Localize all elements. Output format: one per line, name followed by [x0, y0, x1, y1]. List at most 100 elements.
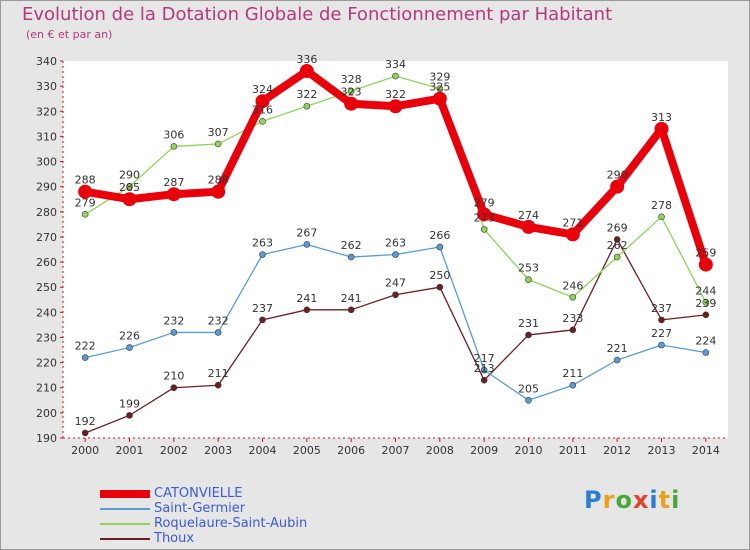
- data-label: 307: [208, 126, 229, 139]
- data-label: 323: [341, 86, 362, 99]
- data-point: [303, 241, 311, 248]
- data-label: 246: [562, 279, 583, 292]
- data-point: [78, 184, 93, 199]
- data-point: [613, 236, 621, 243]
- data-point: [436, 243, 444, 251]
- data-label: 290: [607, 169, 628, 182]
- data-point: [698, 257, 713, 272]
- data-label: 259: [695, 247, 716, 260]
- x-tick-label: 2005: [293, 444, 321, 457]
- data-point: [702, 298, 710, 306]
- x-tick-label: 2006: [337, 444, 365, 457]
- y-tick-label: 200: [36, 407, 57, 420]
- data-label: 322: [385, 88, 406, 101]
- data-label: 267: [296, 226, 317, 239]
- legend-swatch: [100, 537, 150, 540]
- data-point: [347, 306, 355, 314]
- data-label: 250: [429, 269, 450, 282]
- data-label: 262: [341, 239, 362, 252]
- data-label: 222: [75, 340, 96, 353]
- data-label: 306: [163, 128, 184, 141]
- logo-letter: x: [632, 486, 650, 514]
- data-point: [392, 291, 399, 299]
- data-point: [613, 356, 621, 364]
- data-label: 233: [562, 312, 583, 325]
- y-tick-label: 240: [36, 306, 57, 319]
- data-label: 278: [651, 199, 672, 212]
- data-label: 237: [252, 302, 273, 315]
- data-point: [569, 293, 577, 301]
- logo-letter: i: [671, 486, 681, 514]
- data-point: [388, 99, 403, 114]
- data-point: [436, 283, 444, 291]
- data-label: 232: [163, 314, 184, 327]
- x-tick-label: 2013: [648, 444, 676, 457]
- data-label: 316: [252, 103, 273, 116]
- data-label: 279: [75, 196, 96, 209]
- data-point: [126, 183, 133, 190]
- data-label: 269: [607, 221, 628, 234]
- legend-item: Roquelaure-Saint-Aubin: [100, 516, 400, 531]
- proxiti-logo: Proxiti: [584, 486, 680, 514]
- data-point: [81, 354, 89, 361]
- legend-label: Roquelaure-Saint-Aubin: [154, 516, 308, 531]
- data-label: 232: [208, 314, 229, 327]
- data-point: [477, 207, 492, 222]
- data-point: [255, 94, 270, 109]
- legend-label: Saint-Germier: [154, 501, 246, 516]
- data-label: 266: [429, 229, 450, 242]
- data-label: 287: [163, 176, 184, 189]
- data-point: [126, 344, 133, 351]
- data-label: 239: [695, 297, 716, 310]
- chart-title: Evolution de la Dotation Globale de Fonc…: [22, 4, 613, 25]
- data-point: [521, 219, 536, 234]
- data-label: 192: [75, 415, 96, 428]
- x-tick-label: 2009: [470, 444, 498, 457]
- x-tick-label: 2000: [71, 444, 99, 457]
- data-point: [344, 96, 359, 111]
- legend-item: Thoux: [100, 531, 400, 546]
- data-label: 285: [119, 181, 140, 194]
- data-point: [303, 102, 311, 110]
- data-point: [214, 329, 222, 336]
- data-label: 263: [252, 237, 273, 250]
- data-label: 224: [695, 335, 716, 348]
- logo-letter: P: [584, 486, 603, 514]
- data-label: 290: [119, 169, 140, 182]
- data-label: 241: [341, 292, 362, 305]
- y-tick-label: 310: [36, 130, 57, 143]
- x-tick-label: 2001: [116, 444, 144, 457]
- y-tick-label: 340: [36, 55, 57, 68]
- data-point: [480, 226, 488, 233]
- data-point: [569, 381, 577, 389]
- data-point: [259, 316, 266, 324]
- data-label: 313: [651, 111, 672, 124]
- logo-letter: r: [602, 486, 616, 514]
- x-tick-label: 2002: [160, 444, 188, 457]
- y-tick-label: 210: [36, 382, 57, 395]
- data-point: [126, 412, 133, 419]
- data-label: 244: [695, 284, 716, 297]
- data-label: 334: [385, 58, 406, 71]
- chart-subtitle: (en € et par an): [26, 28, 113, 41]
- data-point: [299, 64, 314, 79]
- data-point: [122, 192, 137, 207]
- x-tick-label: 2008: [426, 444, 454, 457]
- data-point: [347, 87, 355, 95]
- data-label: 210: [163, 370, 184, 383]
- data-point: [658, 213, 665, 221]
- logo-letter: o: [615, 486, 633, 514]
- data-point: [480, 366, 488, 374]
- data-point: [170, 384, 178, 392]
- data-point: [214, 381, 222, 389]
- data-point: [569, 326, 577, 334]
- data-label: 279: [474, 196, 495, 209]
- data-point: [303, 306, 311, 314]
- y-tick-label: 290: [36, 181, 57, 194]
- data-point: [525, 276, 532, 283]
- data-point: [392, 251, 399, 258]
- x-tick-label: 2007: [382, 444, 410, 457]
- legend-swatch: [100, 522, 150, 525]
- data-point: [654, 121, 669, 136]
- series-catonvielle: [78, 64, 713, 272]
